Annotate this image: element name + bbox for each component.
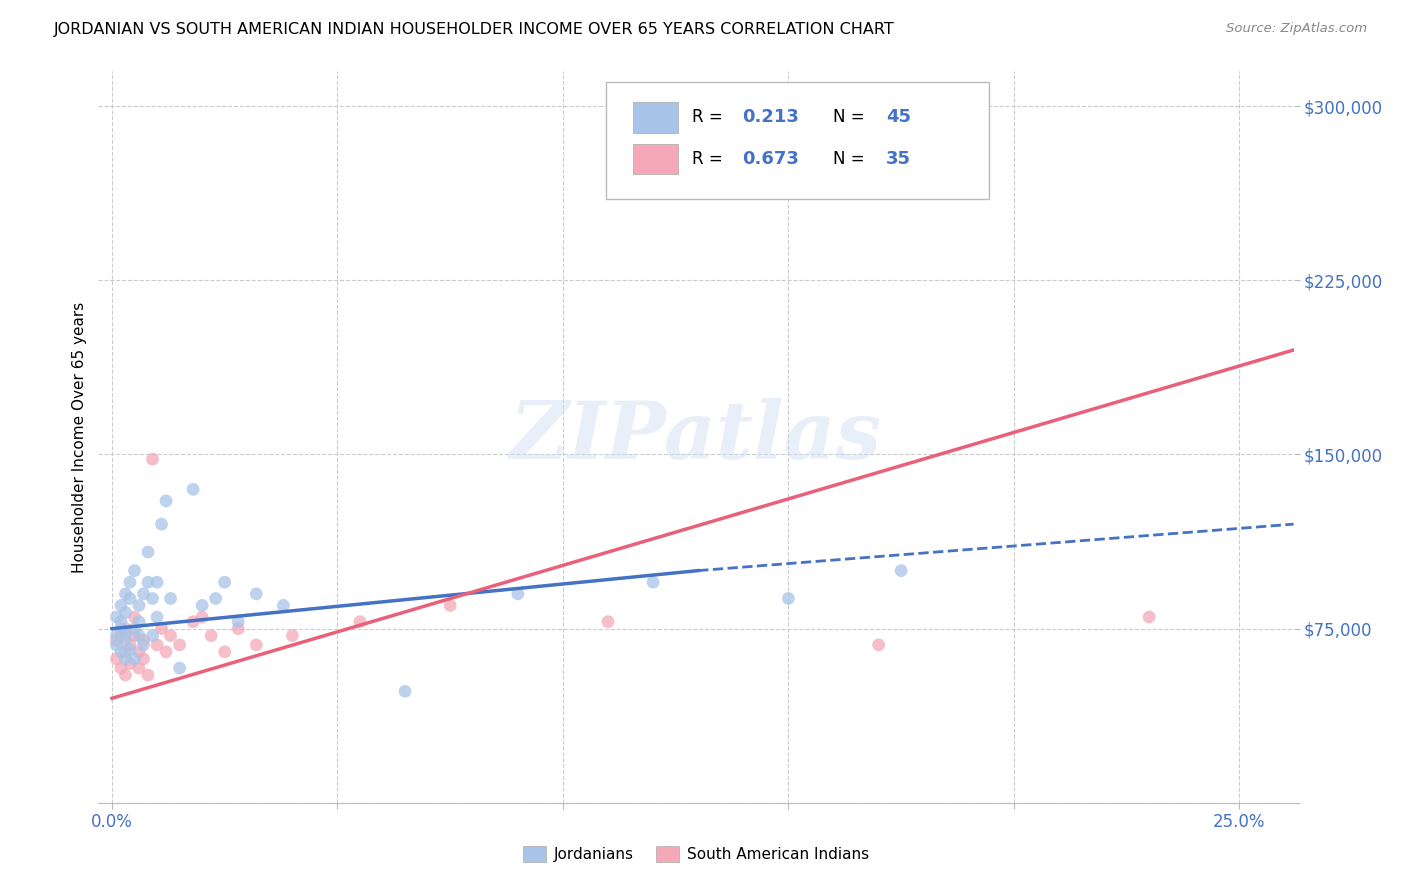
Point: [181, 615, 204, 629]
Point: [132, 633, 155, 648]
Point: [124, 564, 146, 578]
Point: [118, 575, 141, 590]
Point: [141, 629, 163, 643]
Point: [132, 587, 155, 601]
Text: R =: R =: [692, 150, 728, 168]
Text: 45: 45: [886, 109, 911, 127]
Point: [643, 575, 665, 590]
Text: 35: 35: [886, 150, 911, 168]
Point: [114, 645, 136, 659]
Y-axis label: Householder Income Over 65 years: Householder Income Over 65 years: [72, 301, 87, 573]
Point: [114, 652, 136, 666]
Point: [124, 610, 146, 624]
Point: [136, 668, 159, 682]
Point: [136, 575, 159, 590]
Text: Source: ZipAtlas.com: Source: ZipAtlas.com: [1226, 22, 1367, 36]
FancyBboxPatch shape: [633, 102, 678, 133]
FancyBboxPatch shape: [633, 144, 678, 175]
Point: [281, 629, 304, 643]
Point: [245, 587, 267, 601]
Point: [124, 652, 146, 666]
Point: [214, 645, 236, 659]
Point: [146, 610, 169, 624]
Point: [105, 638, 128, 652]
Point: [150, 622, 173, 636]
Point: [118, 642, 141, 657]
Point: [150, 517, 173, 532]
Point: [200, 629, 222, 643]
Text: 0.673: 0.673: [742, 150, 800, 168]
Point: [394, 684, 416, 698]
Text: JORDANIAN VS SOUTH AMERICAN INDIAN HOUSEHOLDER INCOME OVER 65 YEARS CORRELATION : JORDANIAN VS SOUTH AMERICAN INDIAN HOUSE…: [53, 22, 894, 37]
Point: [110, 599, 132, 613]
Point: [191, 599, 214, 613]
Point: [118, 638, 141, 652]
Point: [110, 661, 132, 675]
Point: [214, 575, 236, 590]
Point: [114, 633, 136, 648]
Point: [141, 452, 163, 467]
Point: [204, 591, 226, 606]
Point: [506, 587, 529, 601]
Point: [439, 599, 461, 613]
Point: [114, 606, 136, 620]
Point: [349, 615, 371, 629]
Point: [110, 615, 132, 629]
Point: [226, 622, 249, 636]
Point: [128, 645, 150, 659]
Point: [1137, 610, 1160, 624]
Point: [105, 629, 128, 643]
Point: [155, 494, 177, 508]
Point: [105, 633, 128, 648]
Point: [105, 610, 128, 624]
Point: [118, 657, 141, 671]
Legend: Jordanians, South American Indians: Jordanians, South American Indians: [517, 840, 875, 868]
Text: ZIPatlas: ZIPatlas: [510, 399, 882, 475]
Point: [146, 575, 169, 590]
Point: [778, 591, 800, 606]
Point: [191, 610, 214, 624]
Point: [159, 629, 181, 643]
Point: [128, 661, 150, 675]
Point: [181, 483, 204, 497]
Point: [596, 615, 619, 629]
Point: [114, 622, 136, 636]
Point: [273, 599, 295, 613]
Point: [128, 629, 150, 643]
Point: [159, 591, 181, 606]
Point: [110, 622, 132, 636]
Point: [155, 645, 177, 659]
Point: [146, 638, 169, 652]
Point: [114, 587, 136, 601]
FancyBboxPatch shape: [606, 82, 988, 200]
Point: [110, 629, 132, 643]
Point: [132, 652, 155, 666]
Point: [136, 545, 159, 559]
Point: [169, 638, 191, 652]
Point: [868, 638, 890, 652]
Text: N =: N =: [834, 109, 870, 127]
Point: [128, 615, 150, 629]
Point: [118, 591, 141, 606]
Point: [105, 652, 128, 666]
Point: [132, 638, 155, 652]
Point: [778, 150, 800, 164]
Text: 0.213: 0.213: [742, 109, 800, 127]
Point: [128, 599, 150, 613]
Point: [114, 626, 136, 640]
Text: R =: R =: [692, 109, 728, 127]
Point: [124, 622, 146, 636]
Point: [226, 615, 249, 629]
Point: [124, 629, 146, 643]
Point: [141, 591, 163, 606]
Text: N =: N =: [834, 150, 870, 168]
Point: [245, 638, 267, 652]
Point: [890, 564, 912, 578]
Point: [114, 668, 136, 682]
Point: [110, 645, 132, 659]
Point: [169, 661, 191, 675]
